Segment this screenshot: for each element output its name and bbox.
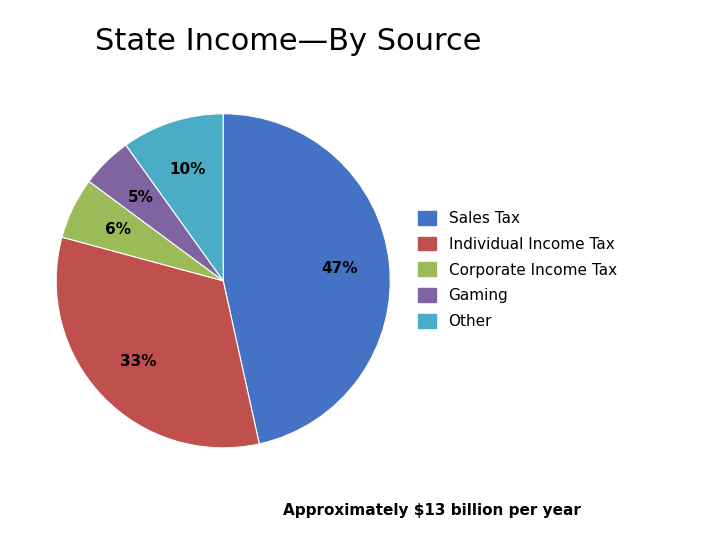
Text: Approximately $13 billion per year: Approximately $13 billion per year bbox=[283, 503, 581, 518]
Wedge shape bbox=[126, 114, 223, 281]
Legend: Sales Tax, Individual Income Tax, Corporate Income Tax, Gaming, Other: Sales Tax, Individual Income Tax, Corpor… bbox=[418, 211, 617, 329]
Text: 10%: 10% bbox=[169, 162, 206, 177]
Text: 47%: 47% bbox=[321, 261, 358, 275]
Wedge shape bbox=[223, 114, 390, 444]
Text: 5%: 5% bbox=[128, 190, 154, 205]
Wedge shape bbox=[89, 145, 223, 281]
Wedge shape bbox=[62, 181, 223, 281]
Text: 6%: 6% bbox=[105, 222, 131, 238]
Text: 33%: 33% bbox=[120, 354, 157, 369]
Wedge shape bbox=[56, 237, 259, 448]
Text: State Income—By Source: State Income—By Source bbox=[95, 27, 481, 56]
